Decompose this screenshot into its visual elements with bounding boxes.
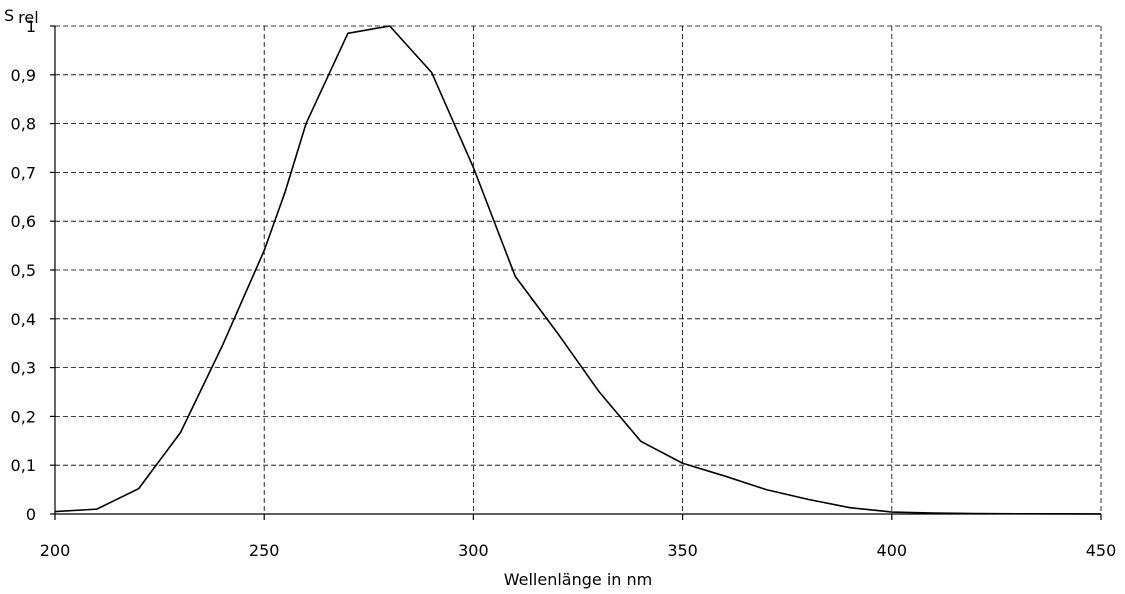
series-line [54, 25, 1102, 515]
x-tick-label: 300 [458, 541, 489, 560]
y-axis-label-symbol: S [4, 6, 14, 25]
x-tick-labels: 200 250 300 350 400 450 [40, 541, 1117, 560]
y-tick-label: 0,3 [11, 359, 36, 378]
y-tick-label: 0,6 [11, 212, 36, 231]
y-tick-labels: 0 0,1 0,2 0,3 0,4 0,5 0,6 0,7 0,8 0,9 1 [11, 17, 36, 524]
y-tick-label: 0,7 [11, 163, 36, 182]
x-tick-label: 400 [877, 541, 908, 560]
y-tick-label: 0,4 [11, 310, 36, 329]
y-tick-label: 1 [26, 17, 36, 36]
y-tick-label: 0 [26, 505, 36, 524]
y-tick-label: 0,5 [11, 261, 36, 280]
y-tick-label: 0,9 [11, 66, 36, 85]
x-tick-label: 350 [667, 541, 698, 560]
grid-lines [55, 25, 1102, 514]
axes [50, 25, 1102, 520]
x-tick-label: 200 [40, 541, 71, 560]
y-tick-label: 0,2 [11, 407, 36, 426]
x-axis-label: Wellenlänge in nm [504, 570, 652, 589]
x-tick-label: 450 [1086, 541, 1117, 560]
y-tick-label: 0,8 [11, 115, 36, 134]
x-tick-label: 250 [249, 541, 280, 560]
y-tick-label: 0,1 [11, 456, 36, 475]
y-axis-label-subscript: rel [18, 8, 39, 27]
